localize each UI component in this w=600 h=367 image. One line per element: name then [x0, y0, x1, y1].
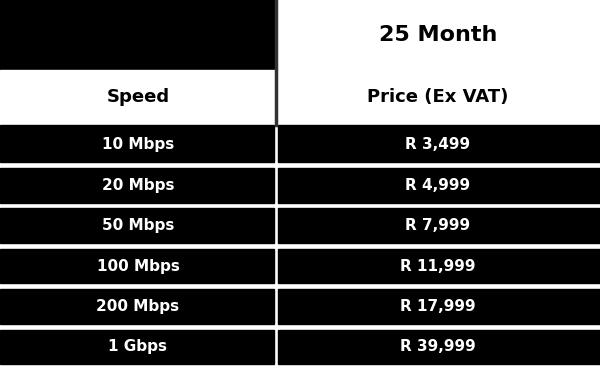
Text: R 3,499: R 3,499 — [406, 138, 470, 152]
Bar — [0, 249, 274, 283]
Text: Speed: Speed — [106, 88, 170, 106]
Bar — [278, 289, 600, 324]
Bar — [278, 330, 600, 364]
Bar — [0, 330, 274, 364]
Text: R 4,999: R 4,999 — [406, 178, 470, 193]
Text: 200 Mbps: 200 Mbps — [97, 299, 179, 314]
Bar — [0, 125, 274, 162]
Bar — [0, 289, 274, 324]
Bar — [278, 249, 600, 283]
Bar — [278, 208, 600, 243]
Bar — [278, 168, 600, 203]
Text: 100 Mbps: 100 Mbps — [97, 259, 179, 273]
Text: 1 Gbps: 1 Gbps — [109, 339, 167, 354]
Text: R 17,999: R 17,999 — [400, 299, 476, 314]
Text: R 7,999: R 7,999 — [406, 218, 470, 233]
Text: Price (Ex VAT): Price (Ex VAT) — [367, 88, 509, 106]
Text: 25 Month: 25 Month — [379, 25, 497, 45]
Text: 50 Mbps: 50 Mbps — [102, 218, 174, 233]
Bar — [0, 70, 600, 125]
Text: 10 Mbps: 10 Mbps — [102, 138, 174, 152]
Text: R 11,999: R 11,999 — [400, 259, 476, 273]
Bar — [0, 208, 274, 243]
Text: 20 Mbps: 20 Mbps — [102, 178, 174, 193]
Bar — [0, 168, 274, 203]
Bar — [276, 0, 600, 70]
Bar — [278, 125, 600, 162]
Bar — [0, 0, 276, 70]
Text: R 39,999: R 39,999 — [400, 339, 476, 354]
